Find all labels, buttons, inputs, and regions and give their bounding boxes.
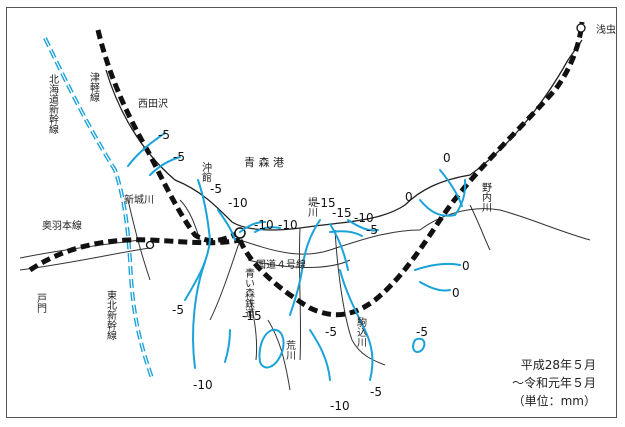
contour-label: -5 [172, 303, 184, 317]
contour-line [439, 169, 463, 207]
contour-label: 0 [443, 151, 451, 165]
contour-line [347, 219, 379, 232]
period-line1: 平成28年５月 [520, 358, 596, 372]
contour-line [127, 132, 166, 167]
road [239, 229, 421, 255]
contour-label: -5 [370, 385, 382, 399]
contour-line [192, 261, 206, 369]
contour-label: -10 [228, 196, 248, 210]
place-aomori-port: 青 森 港 [244, 155, 284, 169]
asamushi-station-marker [576, 23, 586, 33]
road [247, 259, 351, 268]
label-route4: 国道４号線 [256, 258, 306, 271]
contour-line [239, 221, 266, 233]
contour-label: -5 [416, 325, 428, 339]
contour-line [289, 219, 321, 316]
place-asamushi: 浅虫 [596, 23, 616, 36]
contour-line [254, 226, 281, 233]
contour-label: 0 [452, 286, 460, 300]
road [469, 204, 491, 251]
contour-line [329, 230, 363, 237]
contour-label: -5 [158, 128, 170, 142]
road [19, 247, 151, 271]
label-tohoku-shinkansen: 東北新幹線 [105, 289, 117, 340]
contour-label: -5 [210, 182, 222, 196]
contour-line [339, 269, 374, 381]
label-ou-main-line: 奥羽本線 [42, 219, 82, 232]
road [249, 299, 258, 361]
contour-line [258, 328, 285, 369]
label-hokkaido-shinkansen: 北海道新幹線 [47, 74, 59, 134]
contour-label: -15 [332, 206, 352, 220]
place-he: 戸門 [35, 293, 47, 314]
contour-label: -5 [173, 150, 185, 164]
road [298, 227, 302, 361]
period-line2: ～令和元年５月 [511, 376, 596, 390]
contour-line [419, 179, 467, 217]
contour-line [329, 223, 349, 271]
contour-label: -15 [316, 196, 336, 210]
contour-line [149, 156, 181, 176]
ou-main-line [28, 237, 241, 273]
contour-label: -10 [193, 378, 213, 392]
contour-label: 0 [405, 190, 413, 204]
contour-label: -15 [242, 309, 262, 323]
label-aoimori: 青い森鉄道 [243, 267, 255, 318]
contour-line [217, 209, 236, 241]
contour-label: -5 [366, 223, 378, 237]
road [209, 239, 241, 321]
road [19, 239, 141, 259]
contour-line [224, 329, 231, 363]
contour-line [414, 262, 461, 271]
place-okidate: 沖館 [200, 161, 212, 183]
place-nishidasawa: 西田沢 [138, 97, 168, 110]
unit-label: （単位：mm） [512, 394, 596, 408]
contour-line [412, 337, 426, 353]
label-tsugaru-line: 津軽線 [88, 72, 100, 102]
place-arakawa: 荒川 [284, 340, 296, 360]
place-komagomegawa: 駒込川 [355, 317, 367, 347]
station-marker [145, 240, 155, 250]
period-note: 平成28年５月 ～令和元年５月 （単位：mm） [486, 356, 596, 410]
contour-line [309, 329, 331, 381]
contour-line [419, 281, 451, 292]
contour-label: -10 [278, 218, 298, 232]
contour-label: -5 [325, 325, 337, 339]
contour-label: -10 [330, 399, 350, 413]
contour-line [184, 179, 212, 301]
place-nonaigawa: 野内川 [480, 182, 492, 212]
map-frame [6, 7, 617, 418]
contour-label: -10 [254, 218, 274, 232]
place-shinjogawa: 新城川 [124, 193, 154, 206]
contour-label: -10 [354, 211, 374, 225]
contour-label: 0 [462, 259, 470, 273]
hokkaido-shinkansen-line [43, 37, 154, 379]
aoimori-railway [237, 21, 585, 318]
place-tsutsumigawa: 堤川 [306, 197, 318, 217]
coastline [105, 39, 583, 231]
